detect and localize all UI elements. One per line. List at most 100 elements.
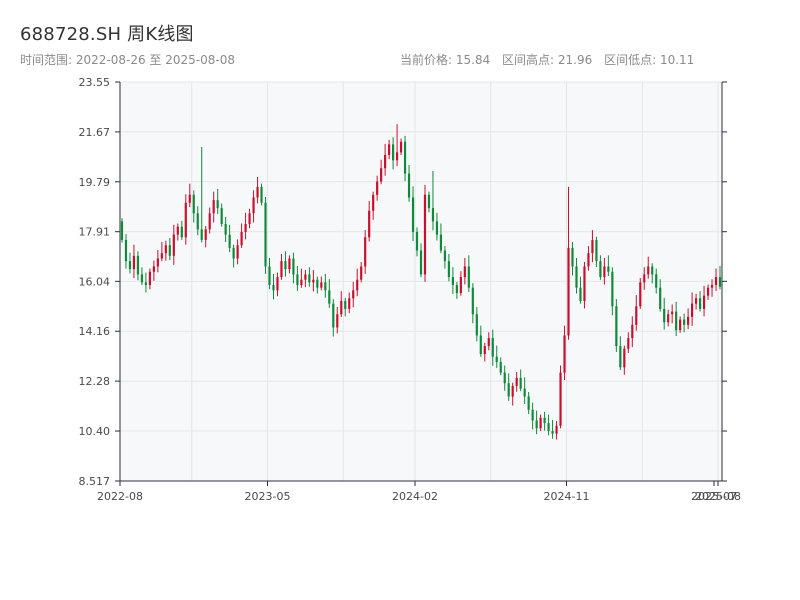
candle [663, 297, 666, 330]
candle-body [395, 152, 399, 161]
candle [599, 255, 602, 280]
candle-body [200, 229, 203, 240]
candle [252, 190, 255, 223]
candle [511, 382, 514, 406]
candle [156, 250, 159, 273]
candle-body [499, 362, 502, 373]
candle-body [244, 223, 247, 232]
candle [172, 224, 175, 265]
candle [395, 124, 399, 167]
y-tick-label: 19.79 [79, 176, 111, 189]
candle [495, 345, 498, 368]
candle-body [531, 409, 534, 421]
candle-body [256, 186, 259, 198]
candle [455, 281, 458, 299]
candle [683, 313, 686, 333]
candle-body [543, 417, 546, 424]
candle [687, 308, 690, 330]
candle-body [651, 266, 654, 275]
candle-body [368, 210, 371, 238]
candle [483, 342, 486, 362]
candle [228, 224, 231, 253]
candle-body [702, 295, 706, 309]
candle [543, 411, 546, 431]
candle-body [168, 245, 171, 256]
candle-body [344, 300, 347, 309]
candle [388, 139, 391, 160]
candle [611, 267, 614, 316]
candle [463, 257, 466, 285]
candle [132, 244, 136, 279]
candle [595, 236, 598, 267]
candle-body [643, 274, 646, 283]
candle-body [706, 287, 710, 296]
y-tick-label: 10.40 [79, 425, 111, 438]
candle-body [611, 271, 614, 307]
candle-body [164, 245, 167, 254]
candle [120, 218, 124, 243]
candle [710, 279, 714, 297]
candle-body [567, 247, 570, 336]
candle-body [332, 303, 335, 328]
candle [531, 402, 534, 430]
candle-body [308, 274, 311, 283]
candle-body [475, 314, 478, 336]
candle [563, 325, 566, 381]
candle [643, 267, 646, 290]
candle-body [419, 250, 423, 275]
candle-body [718, 277, 722, 287]
candle-body [320, 282, 323, 288]
candle [706, 284, 710, 300]
candle-body [491, 338, 494, 357]
candle [615, 299, 618, 352]
candle-body [619, 346, 622, 368]
candle [623, 345, 626, 375]
candle-body [208, 213, 211, 230]
candle [188, 183, 191, 208]
candle [631, 316, 634, 348]
candle-body [663, 308, 666, 323]
current-price-label: 当前价格: 15.84 [400, 53, 491, 67]
candle-body [675, 311, 678, 331]
candle-body [527, 396, 530, 410]
candle-body [467, 266, 470, 288]
candle [635, 295, 638, 331]
candle-body [336, 314, 339, 328]
x-tick-label: 2025-07 [691, 490, 737, 503]
candle [364, 230, 367, 274]
candle-body [124, 239, 128, 262]
candle-body [631, 324, 634, 339]
candle [128, 252, 132, 274]
candle-body [252, 197, 255, 214]
candle [240, 223, 243, 248]
candle [694, 293, 698, 310]
candle [320, 276, 323, 291]
candle-body [511, 385, 514, 397]
candle [336, 307, 339, 334]
candle-body [268, 266, 271, 286]
candle-body [551, 431, 554, 434]
candle-body [431, 208, 435, 222]
candle [312, 269, 315, 292]
candle-body [659, 287, 662, 309]
candle [236, 239, 239, 265]
candle [272, 273, 275, 300]
candle [575, 257, 578, 294]
candle [411, 186, 415, 241]
candle [471, 283, 474, 324]
candle [547, 414, 550, 436]
candle [144, 272, 148, 293]
candle-body [423, 194, 427, 275]
candle-body [160, 253, 163, 259]
candle-body [599, 261, 602, 278]
y-tick-label: 16.04 [79, 275, 111, 288]
candle-body [316, 279, 319, 288]
candle-body [228, 234, 231, 248]
candle-body [595, 239, 598, 262]
candle [551, 419, 554, 439]
candle-body [443, 250, 447, 262]
candle [324, 273, 327, 298]
candle [192, 190, 195, 223]
y-tick-label: 21.67 [79, 126, 111, 139]
